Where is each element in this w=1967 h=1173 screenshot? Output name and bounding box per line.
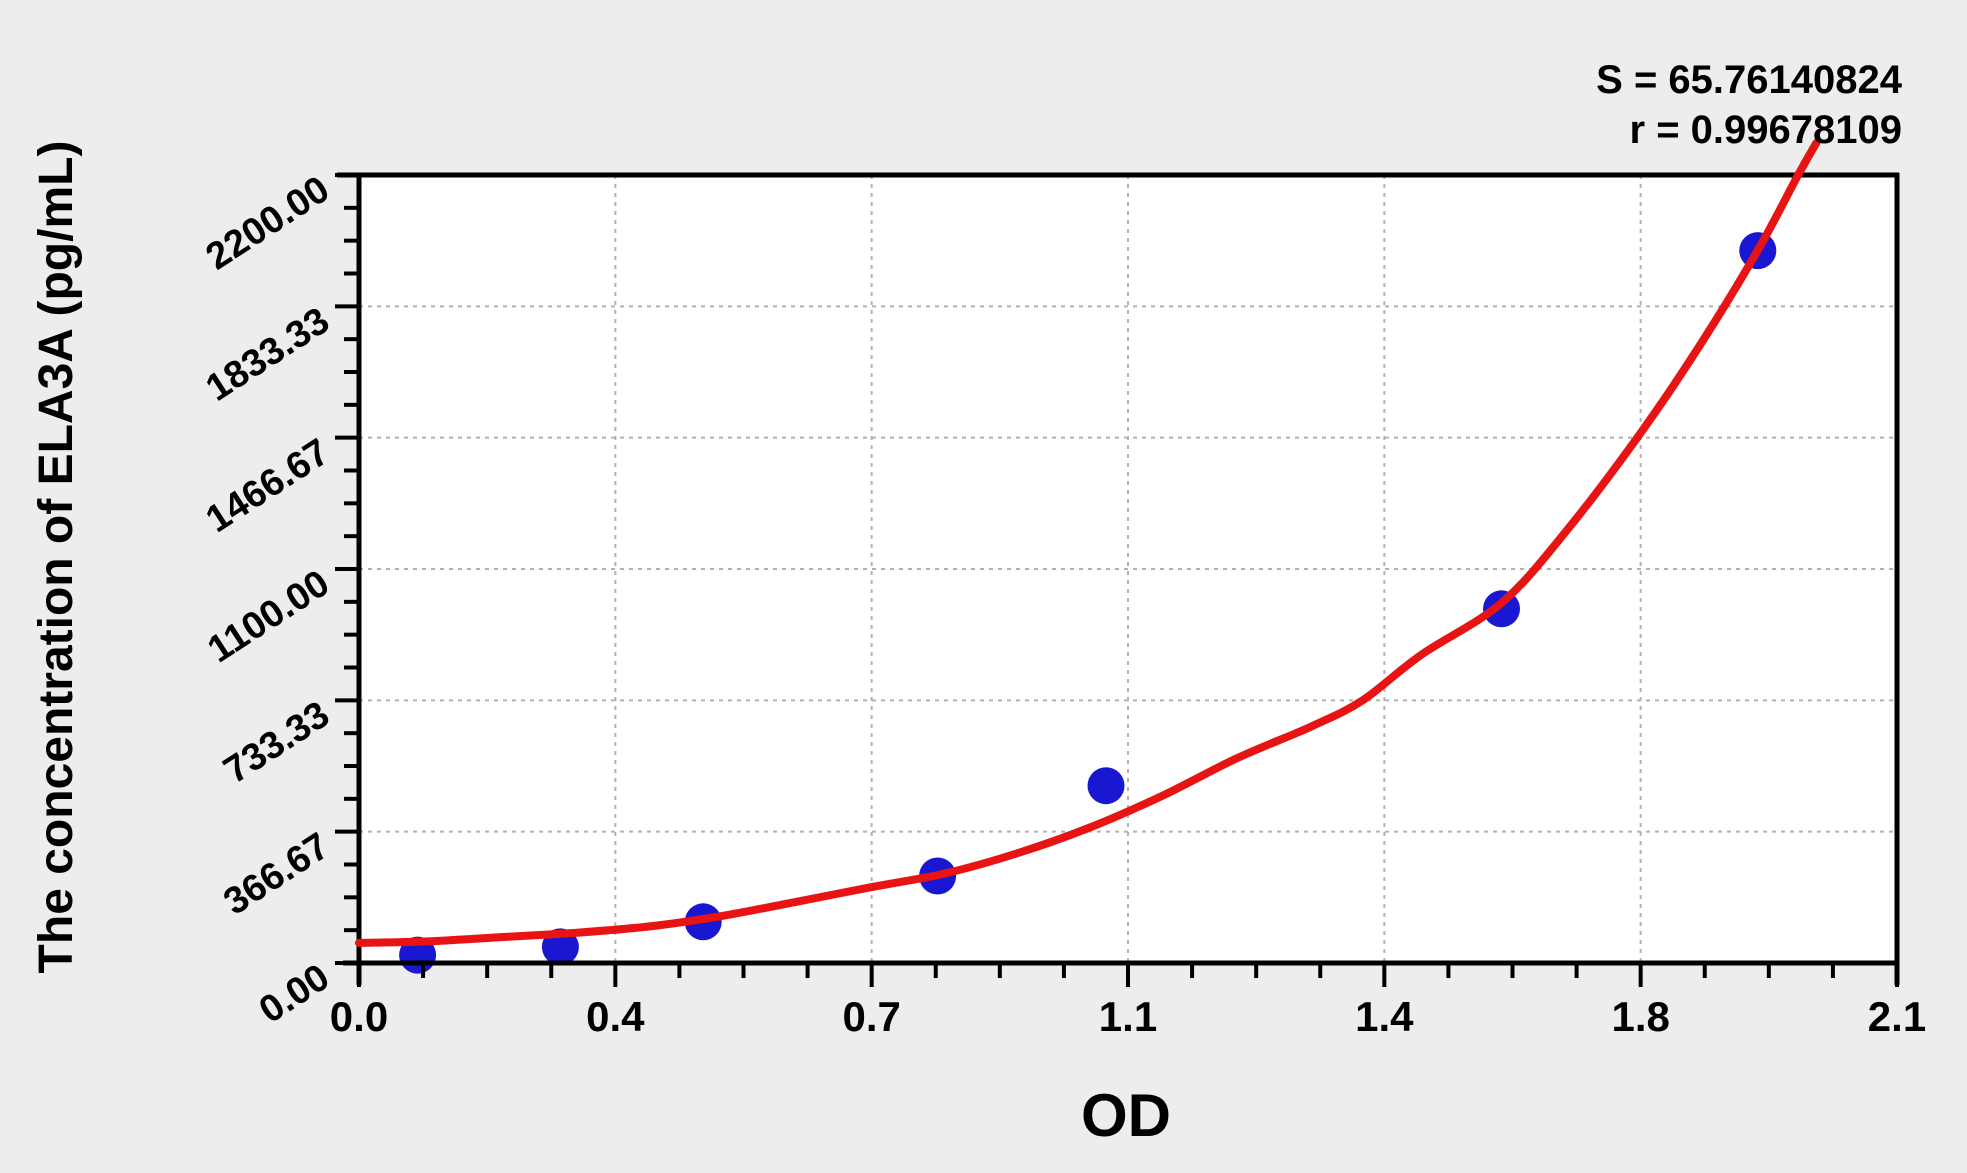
x-tick-label: 1.8 [1612,993,1670,1040]
x-tick-label: 2.1 [1868,993,1926,1040]
x-tick-label: 1.4 [1355,993,1414,1040]
tick-marks-layer [335,173,1899,987]
x-axis-title: OD [1081,1082,1171,1149]
fit-statistic-r: r = 0.99678109 [1630,108,1902,152]
y-tick-label: 0.00 [252,956,337,1032]
y-tick-label: 2200.00 [199,168,337,278]
y-tick-label: 1833.33 [199,300,337,410]
y-tick-label: 1100.00 [201,562,337,671]
x-tick-label: 1.1 [1099,993,1157,1040]
y-tick-label: 366.67 [217,825,337,924]
y-tick-label: 733.33 [217,694,337,793]
fit-statistic-s: S = 65.76140824 [1596,58,1903,102]
y-tick-labels: 0.00 366.67 733.33 1100.00 1466.67 1833.33 220… [199,168,337,1032]
x-tick-label: 0.7 [843,993,901,1040]
fitted-curve-layer [355,138,1821,947]
x-tick-label: 0.0 [330,993,388,1040]
x-tick-label: 0.4 [586,993,645,1040]
axes-frame-layer [337,172,1900,985]
x-tick-labels: 0.0 0.4 0.7 1.1 1.4 1.8 2.1 [330,993,1926,1040]
y-axis-title: The concentration of ELA3A (pg/mL) [30,141,83,974]
standard-data-point [1087,767,1125,805]
fitted-standard-curve [355,138,1821,947]
y-tick-label: 1466.67 [199,431,337,541]
